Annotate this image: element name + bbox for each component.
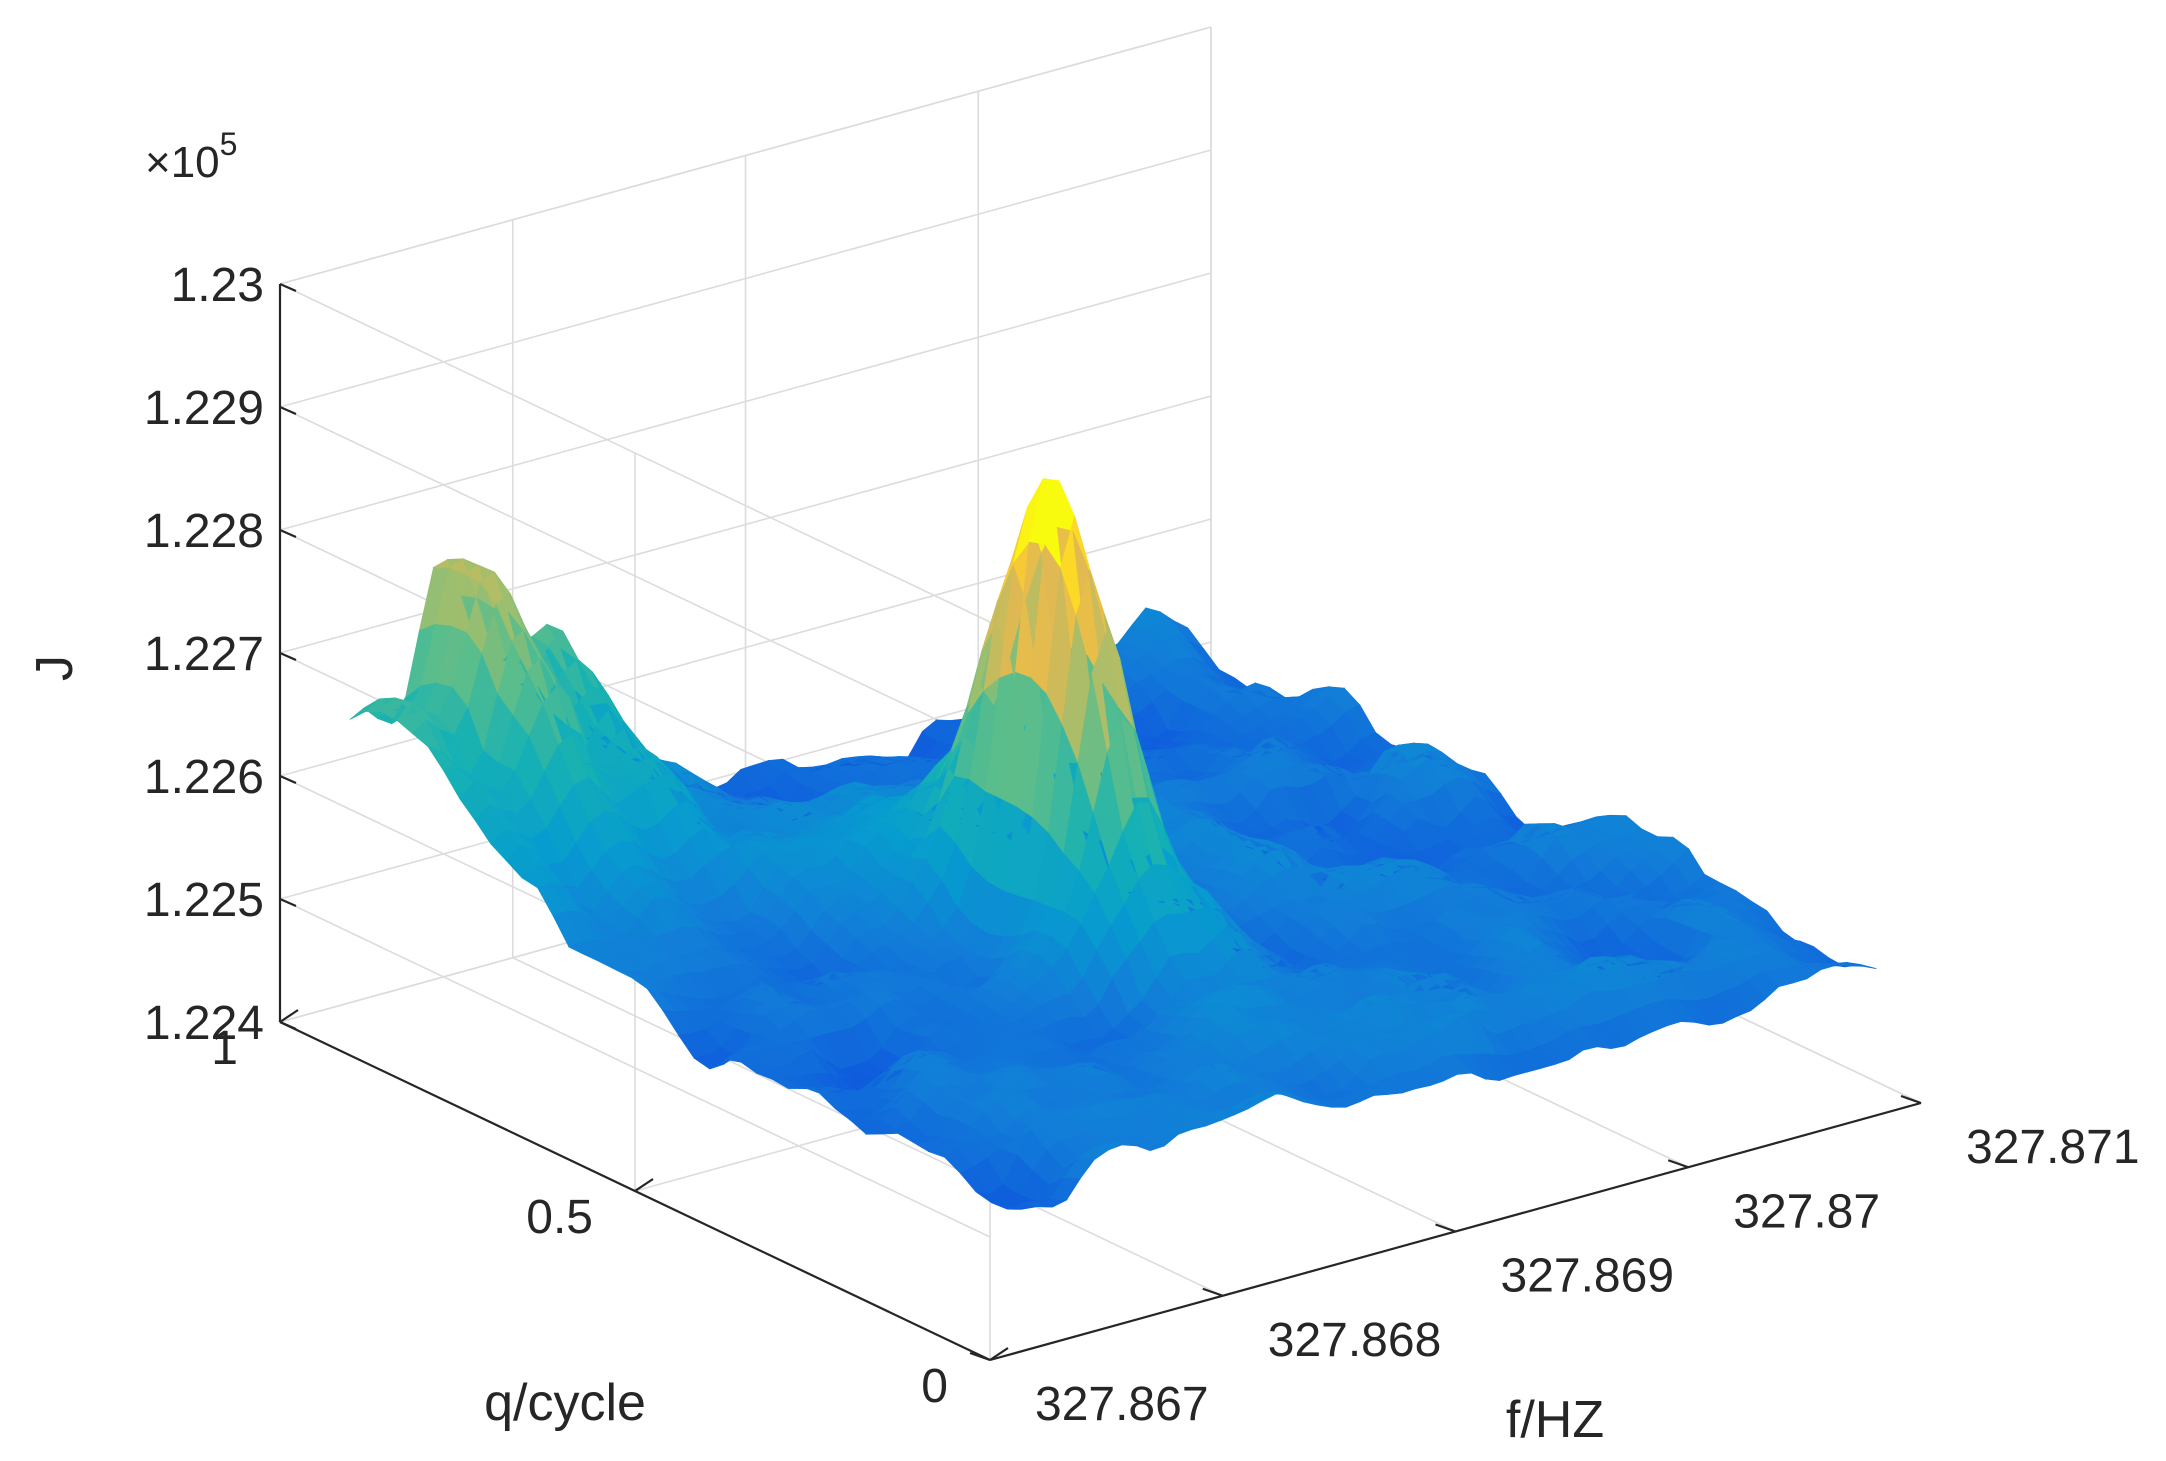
x-tick-label: 327.868 [1268, 1314, 1442, 1367]
x-tick [1667, 1159, 1689, 1169]
z-axis-label: J [26, 655, 84, 681]
grid-line [279, 406, 991, 746]
z-tick-label: 1.226 [144, 751, 264, 804]
z-tick-label: 1.23 [171, 259, 264, 312]
z-tick [279, 528, 297, 539]
grid-line [279, 898, 991, 1238]
y-tick [279, 1009, 299, 1023]
z-tick [279, 774, 297, 785]
surface-patch [1846, 962, 1877, 969]
z-exponent-power: 5 [220, 126, 238, 162]
x-tick [1435, 1223, 1456, 1233]
y-tick-label: 1 [211, 1022, 238, 1075]
grid-line [279, 149, 1212, 408]
x-axis-label: f/HZ [1506, 1391, 1604, 1449]
y-tick-label: 0.5 [526, 1191, 593, 1244]
y-axis-label: q/cycle [484, 1374, 646, 1432]
y-tick [989, 1347, 1009, 1361]
z-tick [279, 405, 297, 416]
x-tick-label: 327.867 [1035, 1378, 1209, 1431]
z-tick [279, 282, 297, 293]
y-tick [634, 1178, 654, 1192]
grid-line [279, 283, 991, 623]
labels: J q/cycle f/HZ ×105 [26, 126, 1604, 1449]
x-tick [1202, 1287, 1224, 1297]
x-tick-label: 327.871 [1966, 1121, 2140, 1174]
x-tick-label: 327.869 [1501, 1250, 1675, 1303]
box-edge [279, 26, 1212, 285]
z-tick [279, 1020, 297, 1031]
y-tick-label: 0 [921, 1360, 948, 1413]
z-tick-label: 1.228 [144, 505, 264, 558]
z-tick-label: 1.229 [144, 382, 264, 435]
grid-line [279, 272, 1212, 531]
z-tick-label: 1.225 [144, 874, 264, 927]
x-tick-label: 327.87 [1733, 1185, 1880, 1238]
z-tick [279, 651, 297, 662]
z-exponent-label: ×105 [145, 126, 237, 187]
z-tick [279, 897, 297, 908]
z-tick-label: 1.224 [144, 997, 264, 1050]
z-exponent-base: ×10 [145, 138, 220, 187]
surface-mesh [349, 477, 1877, 1210]
x-tick [1900, 1094, 1922, 1105]
z-tick-label: 1.227 [144, 628, 264, 681]
axes: 1.224 1.225 1.226 1.227 1.228 1.229 1.23 0 0.5 1 3… [144, 259, 2140, 1431]
x-tick [969, 1351, 991, 1362]
